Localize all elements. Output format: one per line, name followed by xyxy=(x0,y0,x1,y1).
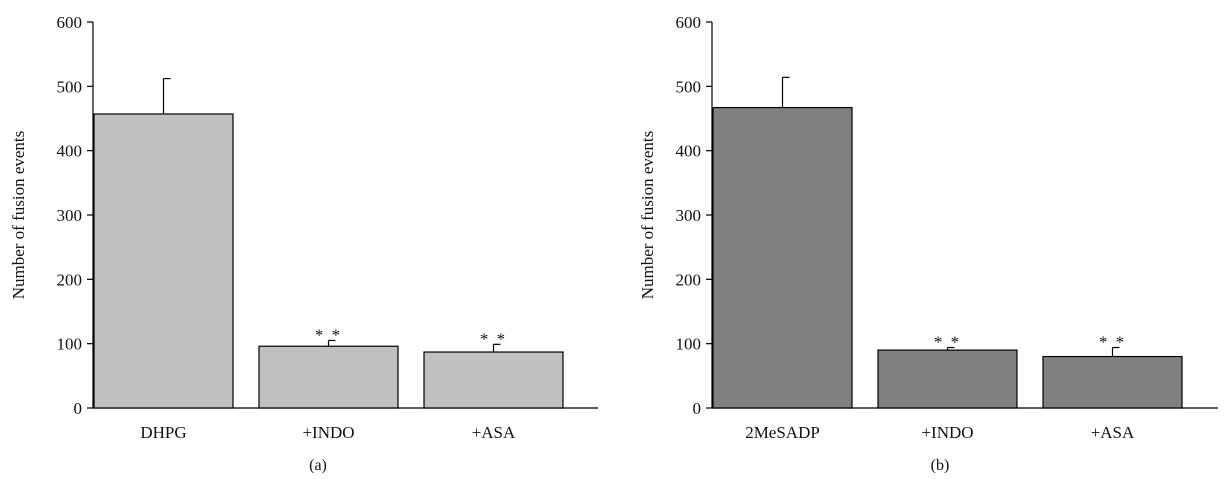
bar-a-3 xyxy=(423,351,564,409)
panel-label-a: (a) xyxy=(309,457,327,474)
significance-label-a: * * xyxy=(480,329,507,348)
significance-label-b: * * xyxy=(934,333,961,352)
y-tick-label-b: 300 xyxy=(676,206,702,225)
x-tick-label-b: +INDO xyxy=(921,423,973,442)
bar-b-1 xyxy=(712,106,853,409)
y-tick-label-a: 300 xyxy=(57,206,83,225)
plot-area-b: 0 100 200 300 400 500 600 2MeSADP * * +INDO * * +AS… xyxy=(676,13,1218,442)
y-tick-label-a: 100 xyxy=(57,335,83,354)
y-tick-label-b: 200 xyxy=(676,270,702,289)
significance-label-b: * * xyxy=(1099,333,1126,352)
chart-panel-a: 0 100 200 300 400 500 600 DHPG * * +INDO * * +ASA N… xyxy=(9,13,598,474)
panel-label-b: (b) xyxy=(931,457,950,474)
x-tick-label-b: 2MeSADP xyxy=(745,423,820,442)
y-tick-label-a: 500 xyxy=(57,77,83,96)
bar-a-1 xyxy=(93,113,234,409)
chart-panel-b: 0 100 200 300 400 500 600 2MeSADP * * +INDO * * +AS… xyxy=(638,13,1218,474)
y-tick-label-b: 500 xyxy=(676,77,702,96)
y-tick-label-a: 600 xyxy=(57,13,83,32)
y-axis-title-b: Number of fusion events xyxy=(638,131,657,300)
y-tick-label-b: 600 xyxy=(676,13,702,32)
plot-area-a: 0 100 200 300 400 500 600 DHPG * * +INDO * * +ASA xyxy=(57,13,598,442)
y-tick-label-b: 0 xyxy=(693,399,702,418)
bar-b-2 xyxy=(877,349,1018,409)
y-axis-title-a: Number of fusion events xyxy=(9,131,28,300)
bar-b-3 xyxy=(1042,355,1183,409)
bar-a-2 xyxy=(258,345,399,409)
y-tick-label-b: 400 xyxy=(676,142,702,161)
significance-label-a: * * xyxy=(315,325,342,344)
x-tick-label-a: +ASA xyxy=(472,423,516,442)
y-tick-label-a: 200 xyxy=(57,270,83,289)
x-tick-label-a: +INDO xyxy=(302,423,354,442)
x-tick-label-a: DHPG xyxy=(140,423,186,442)
x-tick-label-b: +ASA xyxy=(1091,423,1135,442)
y-tick-label-a: 0 xyxy=(74,399,83,418)
y-tick-label-a: 400 xyxy=(57,142,83,161)
y-tick-label-b: 100 xyxy=(676,335,702,354)
